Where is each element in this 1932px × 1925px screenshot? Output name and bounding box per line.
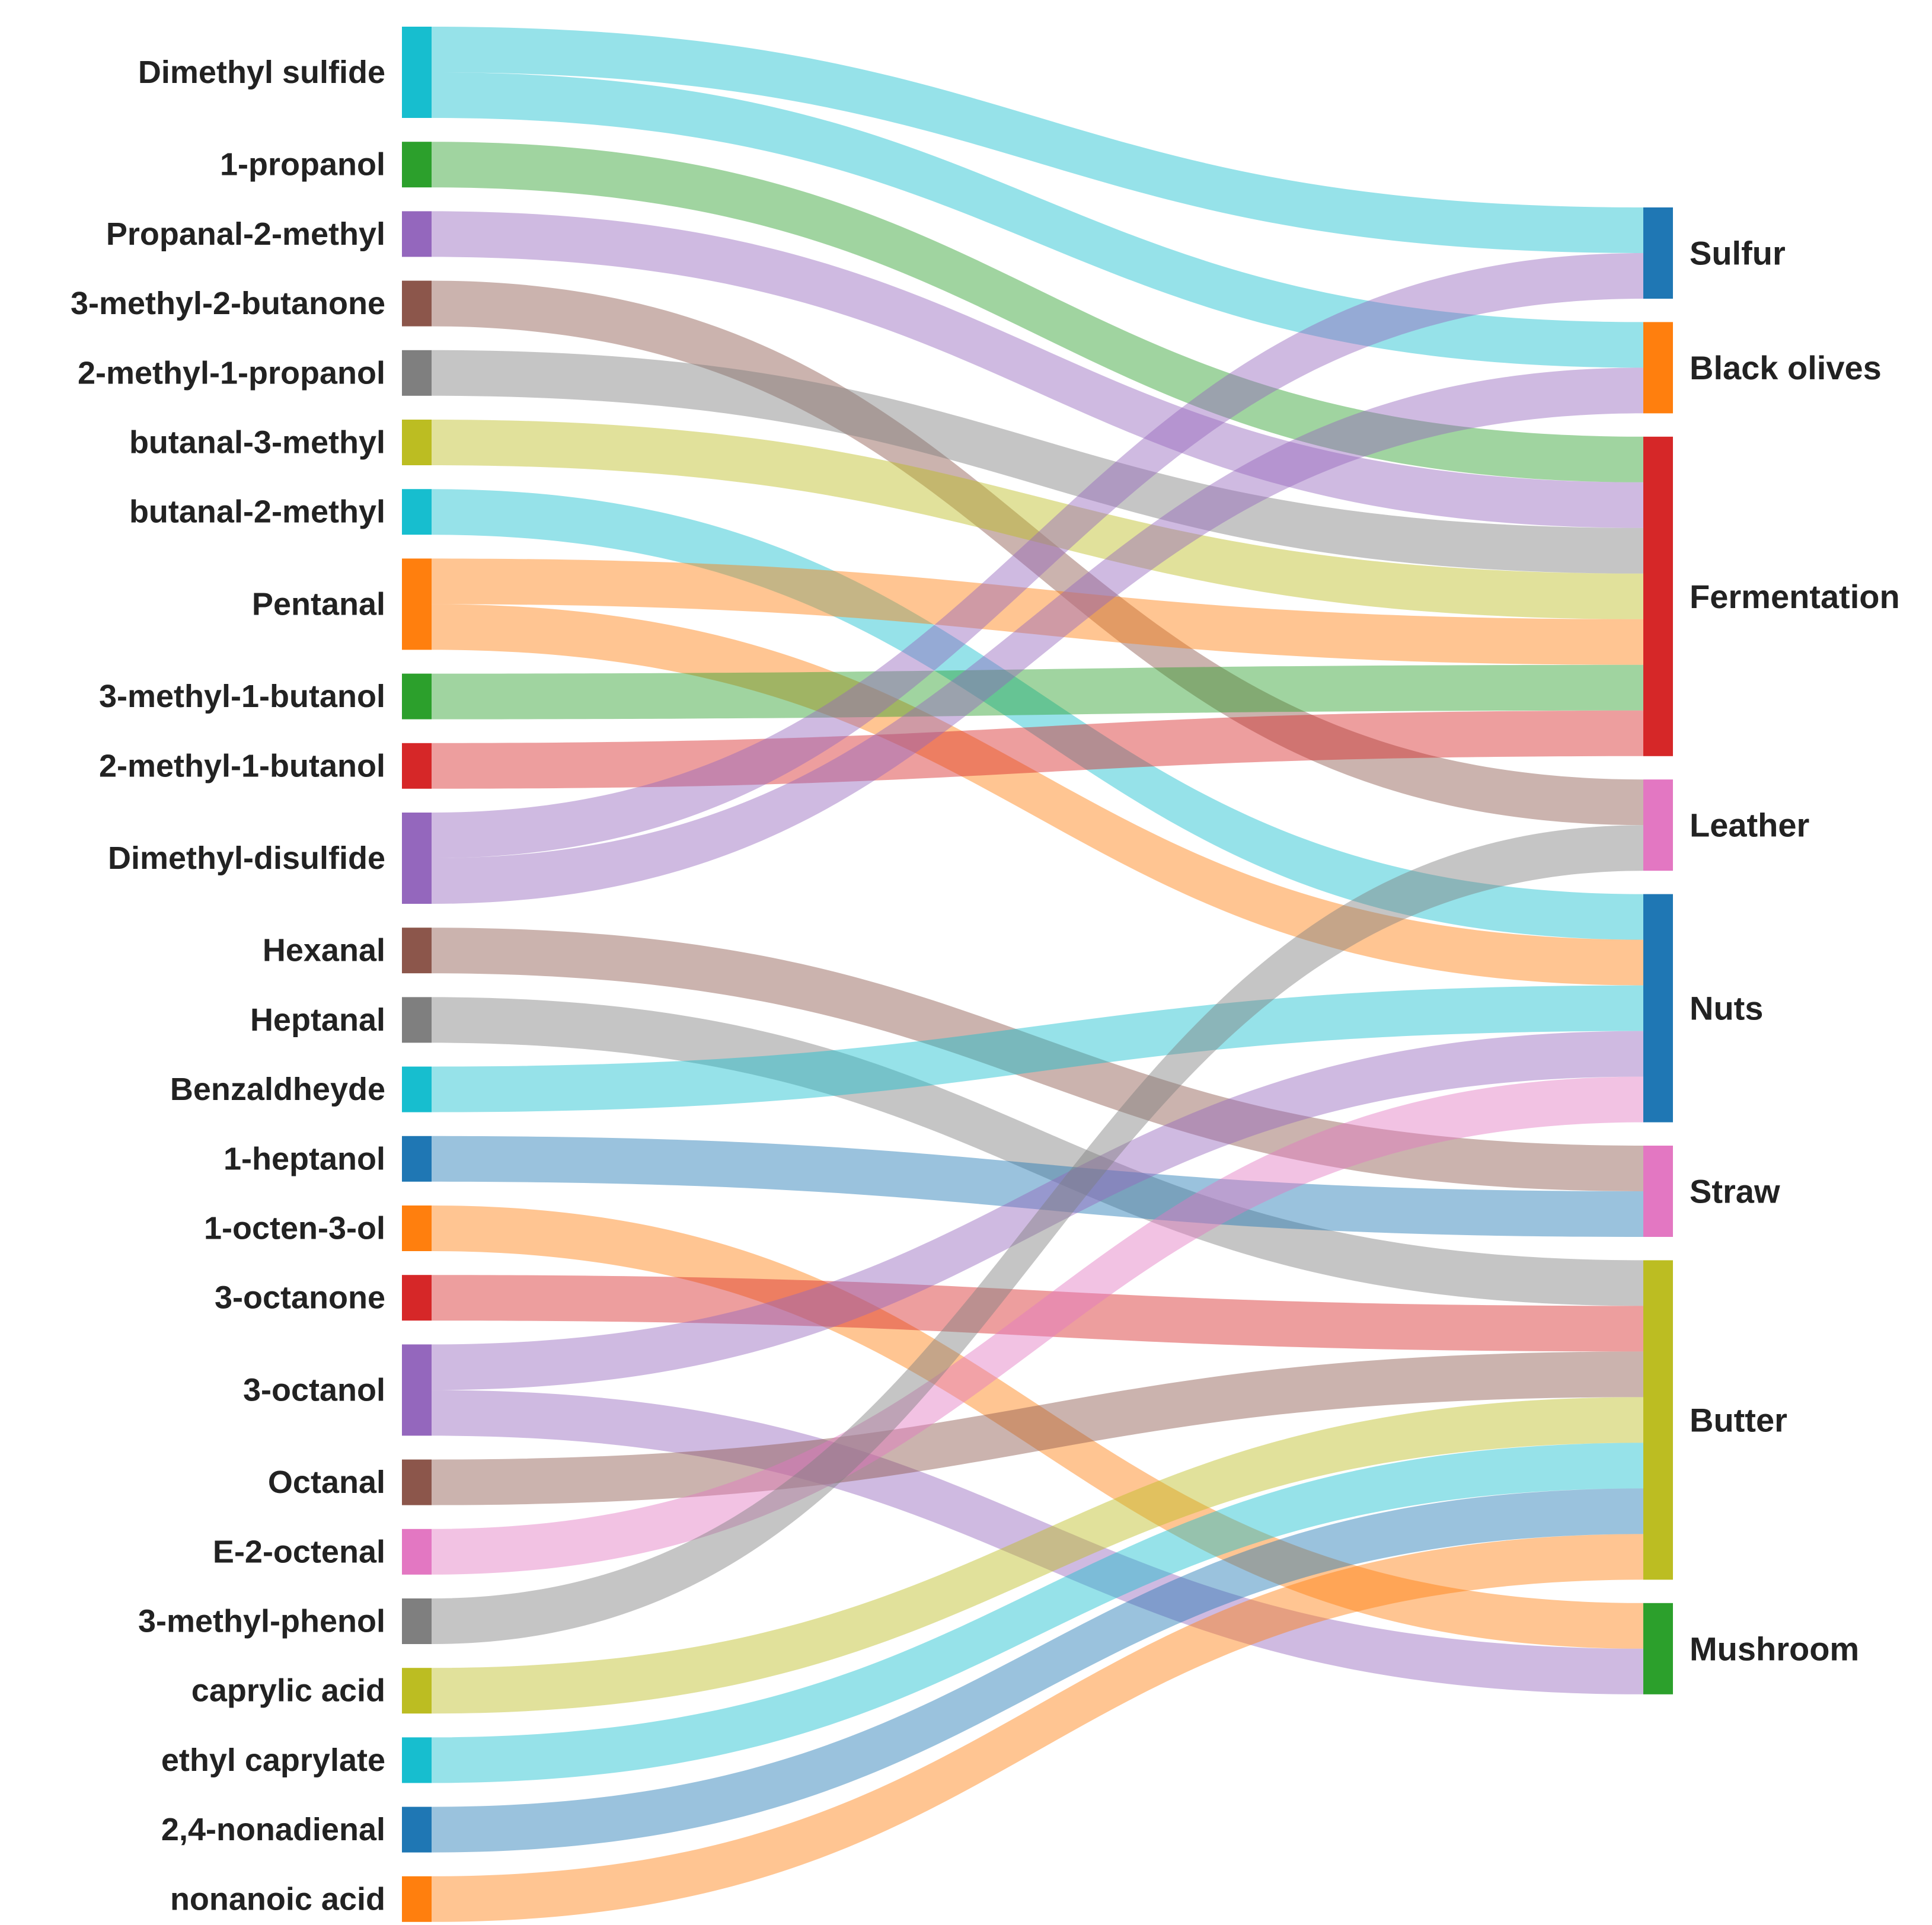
link-dimethyl-sulfide-to-sulfur xyxy=(432,27,1643,253)
link-2-methyl-1-propanol-to-fermentation xyxy=(432,350,1643,574)
source-label-3-octanone: 3-octanone xyxy=(215,1280,385,1316)
link-pentanal-to-fermentation xyxy=(432,558,1643,665)
source-node-1-heptanol xyxy=(402,1136,432,1182)
link-dimethyl-disulfide-to-sulfur xyxy=(432,253,1643,858)
link-2-4-nonadienal-to-butter xyxy=(432,1488,1643,1853)
source-label-1-octen-3-ol: 1-octen-3-ol xyxy=(204,1211,385,1246)
source-label-heptanal: Heptanal xyxy=(250,1002,385,1038)
source-label-dimethyl-sulfide: Dimethyl sulfide xyxy=(138,55,385,90)
source-node-octanal xyxy=(402,1459,432,1505)
source-label-1-propanol: 1-propanol xyxy=(220,147,385,183)
link-butanal-2-methyl-to-nuts xyxy=(432,489,1643,940)
target-label-black-olives: Black olives xyxy=(1690,349,1882,386)
source-node-propanal-2-methyl xyxy=(402,211,432,257)
source-label-pentanal: Pentanal xyxy=(252,586,385,622)
link-dimethyl-disulfide-to-black-olives xyxy=(432,367,1643,904)
link-caprylic-acid-to-butter xyxy=(432,1397,1643,1714)
target-label-butter: Butter xyxy=(1690,1401,1787,1438)
source-node-hexanal xyxy=(402,928,432,974)
target-label-fermentation: Fermentation xyxy=(1690,578,1900,615)
link-propanal-2-methyl-to-fermentation xyxy=(432,211,1643,528)
target-node-sulfur xyxy=(1643,207,1673,299)
source-label-hexanal: Hexanal xyxy=(263,933,385,968)
source-node-nonanoic-acid xyxy=(402,1876,432,1922)
source-label-3-methyl-phenol: 3-methyl-phenol xyxy=(138,1604,385,1639)
source-node-1-propanol xyxy=(402,142,432,188)
source-label-3-octanol: 3-octanol xyxy=(243,1372,385,1408)
link-heptanal-to-butter xyxy=(432,997,1643,1306)
link-ethyl-caprylate-to-butter xyxy=(432,1443,1643,1783)
link-1-heptanol-to-straw xyxy=(432,1136,1643,1237)
source-node-e-2-octenal xyxy=(402,1529,432,1575)
source-label-1-heptanol: 1-heptanol xyxy=(223,1141,385,1176)
source-label-2-4-nonadienal: 2,4-nonadienal xyxy=(161,1812,385,1847)
link-nonanoic-acid-to-butter xyxy=(432,1534,1643,1922)
target-label-nuts: Nuts xyxy=(1690,990,1763,1027)
source-node-3-methyl-phenol xyxy=(402,1598,432,1644)
link-3-octanone-to-butter xyxy=(432,1275,1643,1352)
source-node-benzaldheyde xyxy=(402,1066,432,1112)
source-node-dimethyl-sulfide xyxy=(402,27,432,118)
source-label-3-methyl-1-butanol: 3-methyl-1-butanol xyxy=(99,679,385,714)
link-3-methyl-2-butanone-to-leather xyxy=(432,280,1643,826)
source-node-caprylic-acid xyxy=(402,1668,432,1714)
source-node-2-4-nonadienal xyxy=(402,1806,432,1853)
source-label-2-methyl-1-propanol: 2-methyl-1-propanol xyxy=(78,355,385,391)
link-pentanal-to-nuts xyxy=(432,604,1643,986)
source-label-dimethyl-disulfide: Dimethyl-disulfide xyxy=(108,840,385,876)
source-node-dimethyl-disulfide xyxy=(402,813,432,904)
target-label-leather: Leather xyxy=(1690,807,1809,844)
source-label-caprylic-acid: caprylic acid xyxy=(191,1673,385,1709)
source-node-heptanal xyxy=(402,997,432,1043)
link-3-octanol-to-mushroom xyxy=(432,1390,1643,1694)
links-layer xyxy=(432,27,1643,1922)
source-node-2-methyl-1-butanol xyxy=(402,743,432,789)
source-node-3-octanone xyxy=(402,1275,432,1321)
target-node-straw xyxy=(1643,1146,1673,1237)
target-node-mushroom xyxy=(1643,1603,1673,1694)
link-benzaldheyde-to-nuts xyxy=(432,985,1643,1112)
source-node-3-methyl-2-butanone xyxy=(402,280,432,327)
source-label-butanal-3-methyl: butanal-3-methyl xyxy=(129,425,385,461)
target-node-butter xyxy=(1643,1260,1673,1580)
target-node-black-olives xyxy=(1643,322,1673,414)
source-label-propanal-2-methyl: Propanal-2-methyl xyxy=(106,216,385,252)
labels-layer: Dimethyl sulfide 1-propanol Propanal-2-met… xyxy=(71,55,1900,1917)
link-3-methyl-1-butanol-to-fermentation xyxy=(432,664,1643,720)
link-butanal-3-methyl-to-fermentation xyxy=(432,420,1643,619)
source-node-1-octen-3-ol xyxy=(402,1205,432,1251)
source-node-3-methyl-1-butanol xyxy=(402,673,432,720)
source-node-butanal-2-methyl xyxy=(402,489,432,535)
source-label-2-methyl-1-butanol: 2-methyl-1-butanol xyxy=(99,748,385,784)
source-label-e-2-octenal: E-2-octenal xyxy=(213,1534,385,1569)
link-octanal-to-butter xyxy=(432,1351,1643,1505)
target-node-fermentation xyxy=(1643,436,1673,756)
source-label-octanal: Octanal xyxy=(268,1464,385,1500)
source-node-pentanal xyxy=(402,558,432,650)
source-node-butanal-3-methyl xyxy=(402,420,432,465)
link-e-2-octenal-to-nuts xyxy=(432,1076,1643,1575)
target-node-leather xyxy=(1643,779,1673,871)
link-1-propanol-to-fermentation xyxy=(432,142,1643,482)
source-label-butanal-2-methyl: butanal-2-methyl xyxy=(129,494,385,530)
source-node-ethyl-caprylate xyxy=(402,1737,432,1783)
source-label-benzaldheyde: Benzaldheyde xyxy=(170,1072,385,1107)
link-3-methyl-phenol-to-leather xyxy=(432,825,1643,1644)
source-node-2-methyl-1-propanol xyxy=(402,350,432,396)
target-label-sulfur: Sulfur xyxy=(1690,235,1786,272)
link-1-octen-3-ol-to-mushroom xyxy=(432,1205,1643,1649)
target-node-nuts xyxy=(1643,894,1673,1123)
source-label-ethyl-caprylate: ethyl caprylate xyxy=(161,1742,385,1778)
link-2-methyl-1-butanol-to-fermentation xyxy=(432,710,1643,789)
link-3-octanol-to-nuts xyxy=(432,1031,1643,1390)
nodes-layer xyxy=(402,27,1673,1922)
target-label-straw: Straw xyxy=(1690,1173,1780,1210)
target-label-mushroom: Mushroom xyxy=(1690,1630,1859,1667)
source-label-nonanoic-acid: nonanoic acid xyxy=(170,1881,385,1917)
source-node-3-octanol xyxy=(402,1344,432,1436)
link-hexanal-to-straw xyxy=(432,928,1643,1191)
source-label-3-methyl-2-butanone: 3-methyl-2-butanone xyxy=(71,286,385,321)
link-dimethyl-sulfide-to-black-olives xyxy=(432,72,1643,368)
